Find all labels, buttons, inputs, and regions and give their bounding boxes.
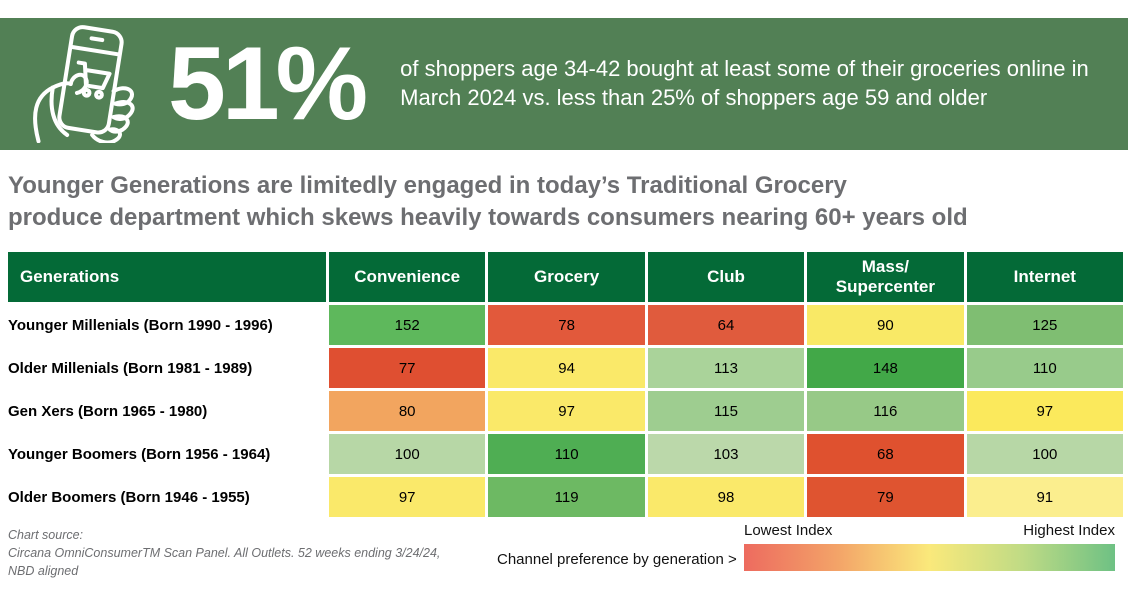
heatmap-cell: 110 — [488, 434, 645, 474]
heatmap-cell: 100 — [966, 434, 1123, 474]
heatmap-cell: 148 — [807, 348, 964, 388]
heatmap-cell: 103 — [647, 434, 805, 474]
row-label-gen-xers: Gen Xers (Born 1965 - 1980) — [8, 391, 326, 431]
page-title: Younger Generations are limitedly engage… — [8, 172, 968, 232]
heatmap-cell: 90 — [807, 305, 964, 345]
heatmap-cell: 80 — [329, 391, 486, 431]
heatmap-cell: 98 — [647, 477, 805, 517]
stat-value: 51% — [168, 26, 368, 142]
heatmap-cell: 116 — [807, 391, 964, 431]
heatmap-cell: 79 — [807, 477, 964, 517]
column-header-grocery: Grocery — [488, 252, 645, 302]
heatmap-cell: 115 — [647, 391, 805, 431]
heatmap-cell: 94 — [488, 348, 645, 388]
column-header-internet: Internet — [966, 252, 1123, 302]
channel-preference-label: Channel preference by generation > — [497, 551, 737, 568]
heatmap-cell: 77 — [329, 348, 486, 388]
heatmap-cell: 110 — [966, 348, 1123, 388]
legend-lowest-label: Lowest Index — [744, 522, 833, 539]
heatmap-cell: 152 — [329, 305, 486, 345]
heatmap-cell: 91 — [966, 477, 1123, 517]
heatmap-cell: 78 — [488, 305, 645, 345]
heatmap-cell: 97 — [966, 391, 1123, 431]
heatmap-cell: 64 — [647, 305, 805, 345]
column-header-convenience: Convenience — [329, 252, 486, 302]
heatmap-cell: 119 — [488, 477, 645, 517]
stat-banner: 51% of shoppers age 34-42 bought at leas… — [0, 18, 1128, 150]
heatmap-table: Generations Convenience Grocery Club Mas… — [8, 252, 1123, 517]
phone-shopping-cart-icon — [33, 25, 135, 143]
legend-gradient-bar — [744, 544, 1115, 571]
column-header-club: Club — [647, 252, 805, 302]
column-header-generations: Generations — [8, 252, 326, 302]
row-label-younger-boomers: Younger Boomers (Born 1956 - 1964) — [8, 434, 326, 474]
heatmap-cell: 100 — [329, 434, 486, 474]
chart-source-note: Chart source: Circana OmniConsumerTM Sca… — [8, 528, 441, 579]
heatmap-cell: 97 — [488, 391, 645, 431]
stat-description: of shoppers age 34-42 bought at least so… — [400, 56, 1089, 110]
heatmap-cell: 125 — [966, 305, 1123, 345]
heat-legend: Lowest Index Highest Index — [744, 522, 1115, 571]
heatmap-cell: 68 — [807, 434, 964, 474]
row-label-older-boomers: Older Boomers (Born 1946 - 1955) — [8, 477, 326, 517]
row-label-older-millenials: Older Millenials (Born 1981 - 1989) — [8, 348, 326, 388]
heatmap-cell: 113 — [647, 348, 805, 388]
row-label-younger-millenials: Younger Millenials (Born 1990 - 1996) — [8, 305, 326, 345]
legend-highest-label: Highest Index — [1023, 522, 1115, 539]
column-header-mass-supercenter: Mass/ Supercenter — [807, 252, 964, 302]
heatmap-cell: 97 — [329, 477, 486, 517]
